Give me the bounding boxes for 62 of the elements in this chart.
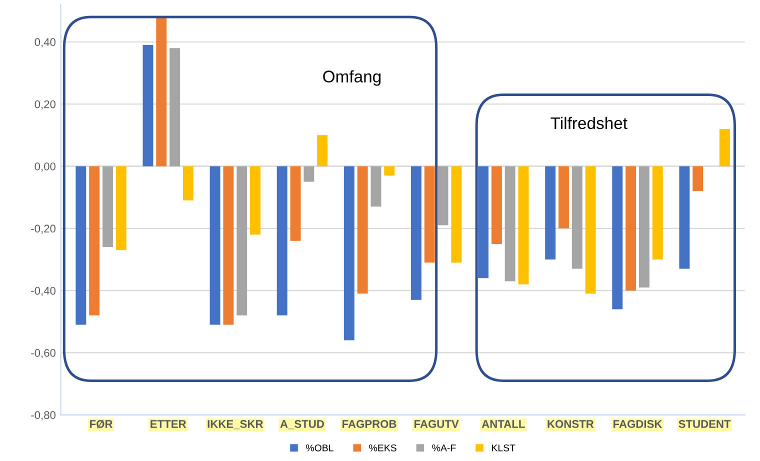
legend-label: %A-F [432,444,456,452]
x-tick-label: IKKE_SKR [208,420,264,430]
bar [424,166,435,263]
y-tick-label: 0,40 [34,38,56,48]
bar [558,166,569,228]
bar [638,166,650,288]
bar [451,166,462,263]
bar [370,166,382,207]
bar [304,166,314,182]
bar [290,166,301,241]
bar [250,166,260,235]
bar [491,166,502,244]
x-tick-label: KONSTR [548,420,594,428]
y-tick-label: -0,60 [31,349,56,358]
x-tick-label: STUDENT [678,420,731,428]
bar [410,166,422,300]
bar [612,166,623,310]
bar [478,166,488,278]
y-tick-label: 0,20 [34,100,56,110]
legend-label: %EKS [369,444,396,452]
annotation: Omfang [323,70,381,86]
bar [692,166,704,192]
y-tick-label: 0,00 [34,162,56,172]
bar [142,45,154,166]
bar [585,166,596,294]
y-tick-label: -0,20 [31,224,56,234]
bar [572,166,582,269]
x-tick-label: FØR [90,420,113,428]
y-tick-label: -0,40 [31,286,56,296]
bar [518,166,529,284]
bar [679,166,690,269]
annotation: Tilfredshet [550,116,628,130]
bar [236,166,248,316]
x-tick-label: A_STUD [280,420,324,430]
bar [170,48,180,166]
bar [317,135,328,166]
bar [116,166,126,250]
bar [210,166,220,325]
bar [719,128,730,166]
bar [102,166,113,248]
bar [357,166,368,294]
bar [384,166,395,176]
x-tick-label: FAGDISK [614,420,662,428]
y-tick-label: -0,80 [31,411,56,420]
bar [223,166,234,325]
bar [504,166,516,282]
bar [156,17,167,166]
x-tick-label: ETTER [150,420,186,428]
legend-label: KLST [492,444,516,452]
bar [344,166,354,340]
bar [438,166,448,226]
x-tick-label: ANTALL [482,420,525,428]
legend-label: %OBL [306,444,334,452]
bar [626,166,636,291]
x-tick-label: FAGUTV [414,420,459,428]
bar [545,166,556,260]
x-tick-label: FAGPROB [342,420,396,428]
bar [276,166,288,316]
bar [76,166,86,325]
bar [89,166,100,316]
bar [652,166,663,260]
bar [182,166,194,200]
